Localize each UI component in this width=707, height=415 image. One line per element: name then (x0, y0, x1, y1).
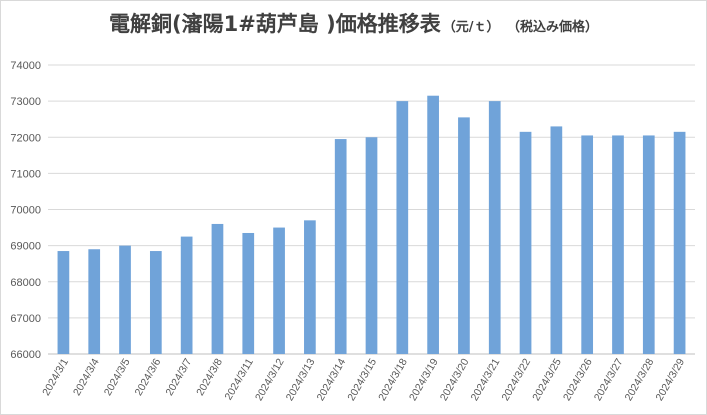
chart-title-block: 電解銅(瀋陽1#葫芦島 )価格推移表 （元/ｔ） （税込み価格） (0, 8, 707, 38)
bar (119, 245, 131, 354)
y-tick-label: 71000 (10, 168, 41, 180)
bar (211, 223, 224, 354)
bars (57, 95, 686, 355)
x-tick-label: 2024/3/5 (102, 356, 133, 398)
x-tick-label: 2024/3/14 (315, 356, 349, 403)
bar (519, 131, 532, 354)
bar (458, 117, 470, 354)
x-tick-label: 2024/3/26 (561, 356, 595, 403)
x-tick-label: 2024/3/21 (469, 356, 503, 403)
bar (304, 220, 316, 354)
bar (334, 139, 347, 354)
x-tick-label: 2024/3/20 (438, 356, 472, 403)
bar (488, 101, 501, 354)
x-tick-label: 2024/3/7 (163, 356, 194, 398)
y-tick-label: 66000 (10, 349, 41, 361)
y-tick-label: 69000 (10, 241, 41, 253)
bar (550, 126, 563, 354)
y-tick-label: 70000 (10, 205, 41, 217)
x-axis: 2024/3/1 2024/3/4 2024/3/5 2024/3/6 2024/3/7… (40, 356, 687, 403)
x-tick-label: 2024/3/15 (345, 356, 379, 403)
chart-unit: （元/ｔ） (442, 20, 500, 35)
bar (180, 236, 193, 354)
x-tick-label: 2024/3/22 (499, 356, 533, 403)
x-tick-label: 2024/3/4 (71, 356, 102, 398)
x-tick-label: 2024/3/11 (222, 356, 255, 402)
y-tick-label: 73000 (10, 96, 41, 108)
x-tick-label: 2024/3/6 (133, 356, 164, 398)
bar (149, 251, 162, 354)
bar (57, 251, 70, 354)
bar (673, 131, 686, 354)
x-tick-label: 2024/3/27 (592, 356, 626, 403)
bar (242, 232, 255, 354)
x-tick-label: 2024/3/19 (407, 356, 441, 403)
bar (396, 101, 409, 354)
x-tick-label: 2024/3/25 (530, 356, 564, 403)
x-tick-label: 2024/3/28 (623, 356, 657, 403)
x-tick-label: 2024/3/12 (253, 356, 287, 403)
chart-note: （税込み価格） (513, 20, 598, 35)
x-tick-label: 2024/3/18 (376, 356, 410, 403)
y-tick-label: 67000 (10, 313, 41, 325)
bar (642, 135, 655, 354)
y-tick-label: 72000 (10, 132, 41, 144)
bar (88, 249, 101, 354)
chart-title: 電解銅(瀋陽1#葫芦島 )価格推移表 (109, 12, 441, 36)
x-tick-label: 2024/3/1 (40, 356, 71, 398)
bar (365, 137, 378, 354)
y-axis: 66000 67000 68000 69000 70000 71000 72000 73000… (10, 60, 41, 361)
bar (427, 95, 439, 355)
bar (612, 135, 624, 354)
bar (273, 227, 285, 354)
y-tick-label: 74000 (10, 60, 41, 72)
x-tick-label: 2024/3/29 (653, 356, 687, 403)
x-tick-label: 2024/3/8 (194, 356, 225, 398)
y-tick-label: 68000 (10, 277, 41, 289)
x-tick-label: 2024/3/13 (284, 356, 318, 403)
bar (581, 135, 594, 354)
